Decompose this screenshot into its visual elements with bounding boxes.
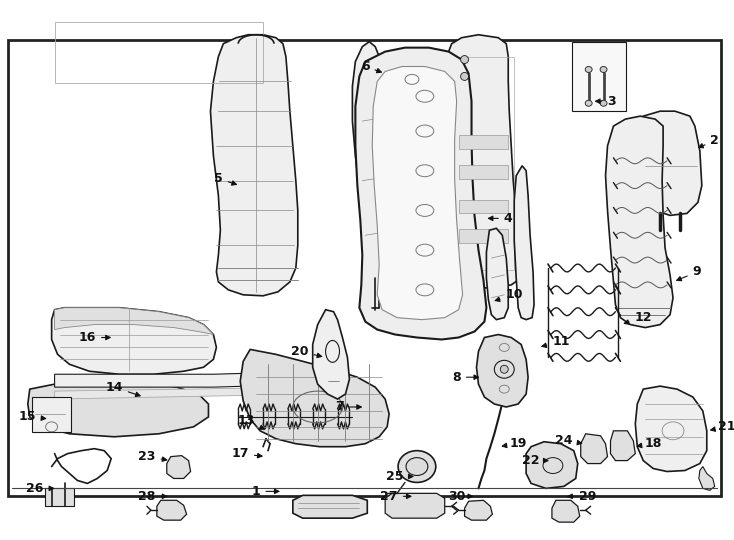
- Ellipse shape: [501, 365, 508, 373]
- Text: 23: 23: [138, 450, 167, 463]
- Text: 2: 2: [699, 134, 719, 148]
- Polygon shape: [355, 48, 487, 340]
- Text: 13: 13: [238, 414, 264, 429]
- Bar: [45, 488, 74, 507]
- Text: 6: 6: [361, 60, 382, 73]
- Ellipse shape: [600, 66, 607, 72]
- Bar: [32, 397, 71, 432]
- Bar: [459, 165, 508, 179]
- Polygon shape: [552, 500, 580, 522]
- Text: 17: 17: [231, 447, 262, 460]
- Polygon shape: [293, 495, 367, 518]
- Text: 27: 27: [380, 490, 411, 503]
- Bar: [459, 230, 508, 243]
- Polygon shape: [51, 308, 217, 374]
- Polygon shape: [167, 456, 191, 478]
- Polygon shape: [54, 387, 316, 399]
- Text: 21: 21: [711, 420, 734, 433]
- Bar: [459, 199, 508, 213]
- Text: 7: 7: [335, 401, 361, 414]
- Bar: [8, 40, 721, 496]
- Text: 14: 14: [106, 381, 140, 396]
- Ellipse shape: [461, 72, 468, 80]
- Ellipse shape: [585, 100, 592, 106]
- Text: 20: 20: [291, 345, 321, 358]
- Ellipse shape: [406, 457, 428, 476]
- Polygon shape: [636, 386, 707, 471]
- Text: 15: 15: [19, 410, 46, 423]
- Polygon shape: [211, 35, 298, 296]
- Text: 5: 5: [214, 172, 236, 185]
- Polygon shape: [465, 500, 493, 520]
- Text: 19: 19: [502, 437, 527, 450]
- Polygon shape: [606, 116, 673, 328]
- Polygon shape: [526, 442, 578, 488]
- Ellipse shape: [461, 56, 468, 64]
- Text: 4: 4: [488, 212, 512, 225]
- Text: 9: 9: [677, 266, 701, 281]
- Polygon shape: [445, 35, 524, 288]
- Text: 29: 29: [568, 490, 596, 503]
- Text: 1: 1: [252, 485, 279, 498]
- Polygon shape: [54, 372, 318, 387]
- Text: 28: 28: [138, 490, 167, 503]
- Polygon shape: [515, 166, 534, 320]
- Polygon shape: [352, 42, 397, 280]
- Polygon shape: [611, 431, 636, 461]
- Polygon shape: [28, 381, 208, 437]
- Bar: [459, 135, 508, 149]
- Polygon shape: [385, 494, 445, 518]
- Polygon shape: [699, 467, 715, 490]
- Text: 30: 30: [448, 490, 473, 503]
- Text: 24: 24: [555, 434, 582, 447]
- Text: 10: 10: [495, 288, 523, 301]
- Polygon shape: [313, 310, 349, 399]
- Text: 22: 22: [523, 454, 548, 467]
- Text: 18: 18: [637, 437, 662, 450]
- Ellipse shape: [398, 451, 436, 482]
- Polygon shape: [240, 349, 389, 447]
- Polygon shape: [54, 308, 214, 334]
- Text: 8: 8: [452, 370, 479, 384]
- Text: 26: 26: [26, 482, 54, 495]
- Text: 12: 12: [624, 311, 652, 324]
- Polygon shape: [581, 434, 608, 463]
- Ellipse shape: [600, 100, 607, 106]
- Polygon shape: [372, 66, 462, 320]
- Ellipse shape: [585, 66, 592, 72]
- Polygon shape: [157, 500, 186, 520]
- Text: 11: 11: [542, 335, 570, 348]
- Text: 16: 16: [79, 331, 110, 344]
- Polygon shape: [476, 334, 528, 407]
- Text: 25: 25: [386, 470, 413, 483]
- Polygon shape: [640, 111, 702, 215]
- Bar: [572, 42, 626, 111]
- Text: 3: 3: [596, 94, 616, 108]
- Polygon shape: [487, 228, 508, 320]
